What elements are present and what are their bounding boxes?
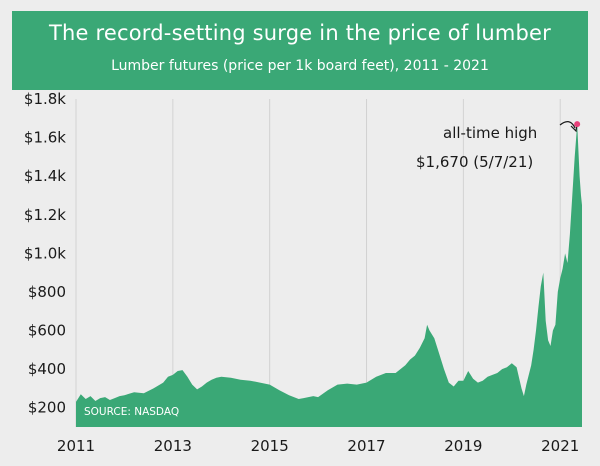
all-time-high-marker <box>574 121 581 128</box>
x-tick-label: 2021 <box>541 437 579 455</box>
y-tick-label: $1.8k <box>24 90 66 108</box>
x-tick-label: 2017 <box>347 437 385 455</box>
y-tick-label: $1.2k <box>24 206 66 224</box>
chart-subtitle: Lumber futures (price per 1k board feet)… <box>111 58 489 74</box>
y-tick-label: $600 <box>28 322 66 340</box>
x-tick-label: 2015 <box>251 437 289 455</box>
x-tick-label: 2011 <box>57 437 95 455</box>
y-tick-label: $1.4k <box>24 167 66 185</box>
annotation-label: all-time high <box>443 124 537 142</box>
price-area <box>76 124 582 427</box>
x-tick-label: 2013 <box>154 437 192 455</box>
y-tick-label: $200 <box>28 399 66 417</box>
y-tick-label: $1.0k <box>24 244 66 262</box>
x-axis: 2011 2013 2015 2017 2019 2021 <box>57 437 579 455</box>
y-tick-label: $400 <box>28 360 66 378</box>
x-tick-label: 2019 <box>444 437 482 455</box>
annotation-arrow <box>559 121 576 129</box>
y-tick-label: $1.6k <box>24 129 66 147</box>
chart-title: The record-setting surge in the price of… <box>48 21 551 45</box>
chart-header: The record-setting surge in the price of… <box>12 11 588 90</box>
y-axis: $200 $400 $600 $800 $1.0k $1.2k $1.4k $1.6k $1.8… <box>24 90 66 417</box>
y-tick-label: $800 <box>28 283 66 301</box>
source-label: SOURCE: NASDAQ <box>84 406 179 418</box>
annotation-value: $1,670 (5/7/21) <box>416 153 533 171</box>
